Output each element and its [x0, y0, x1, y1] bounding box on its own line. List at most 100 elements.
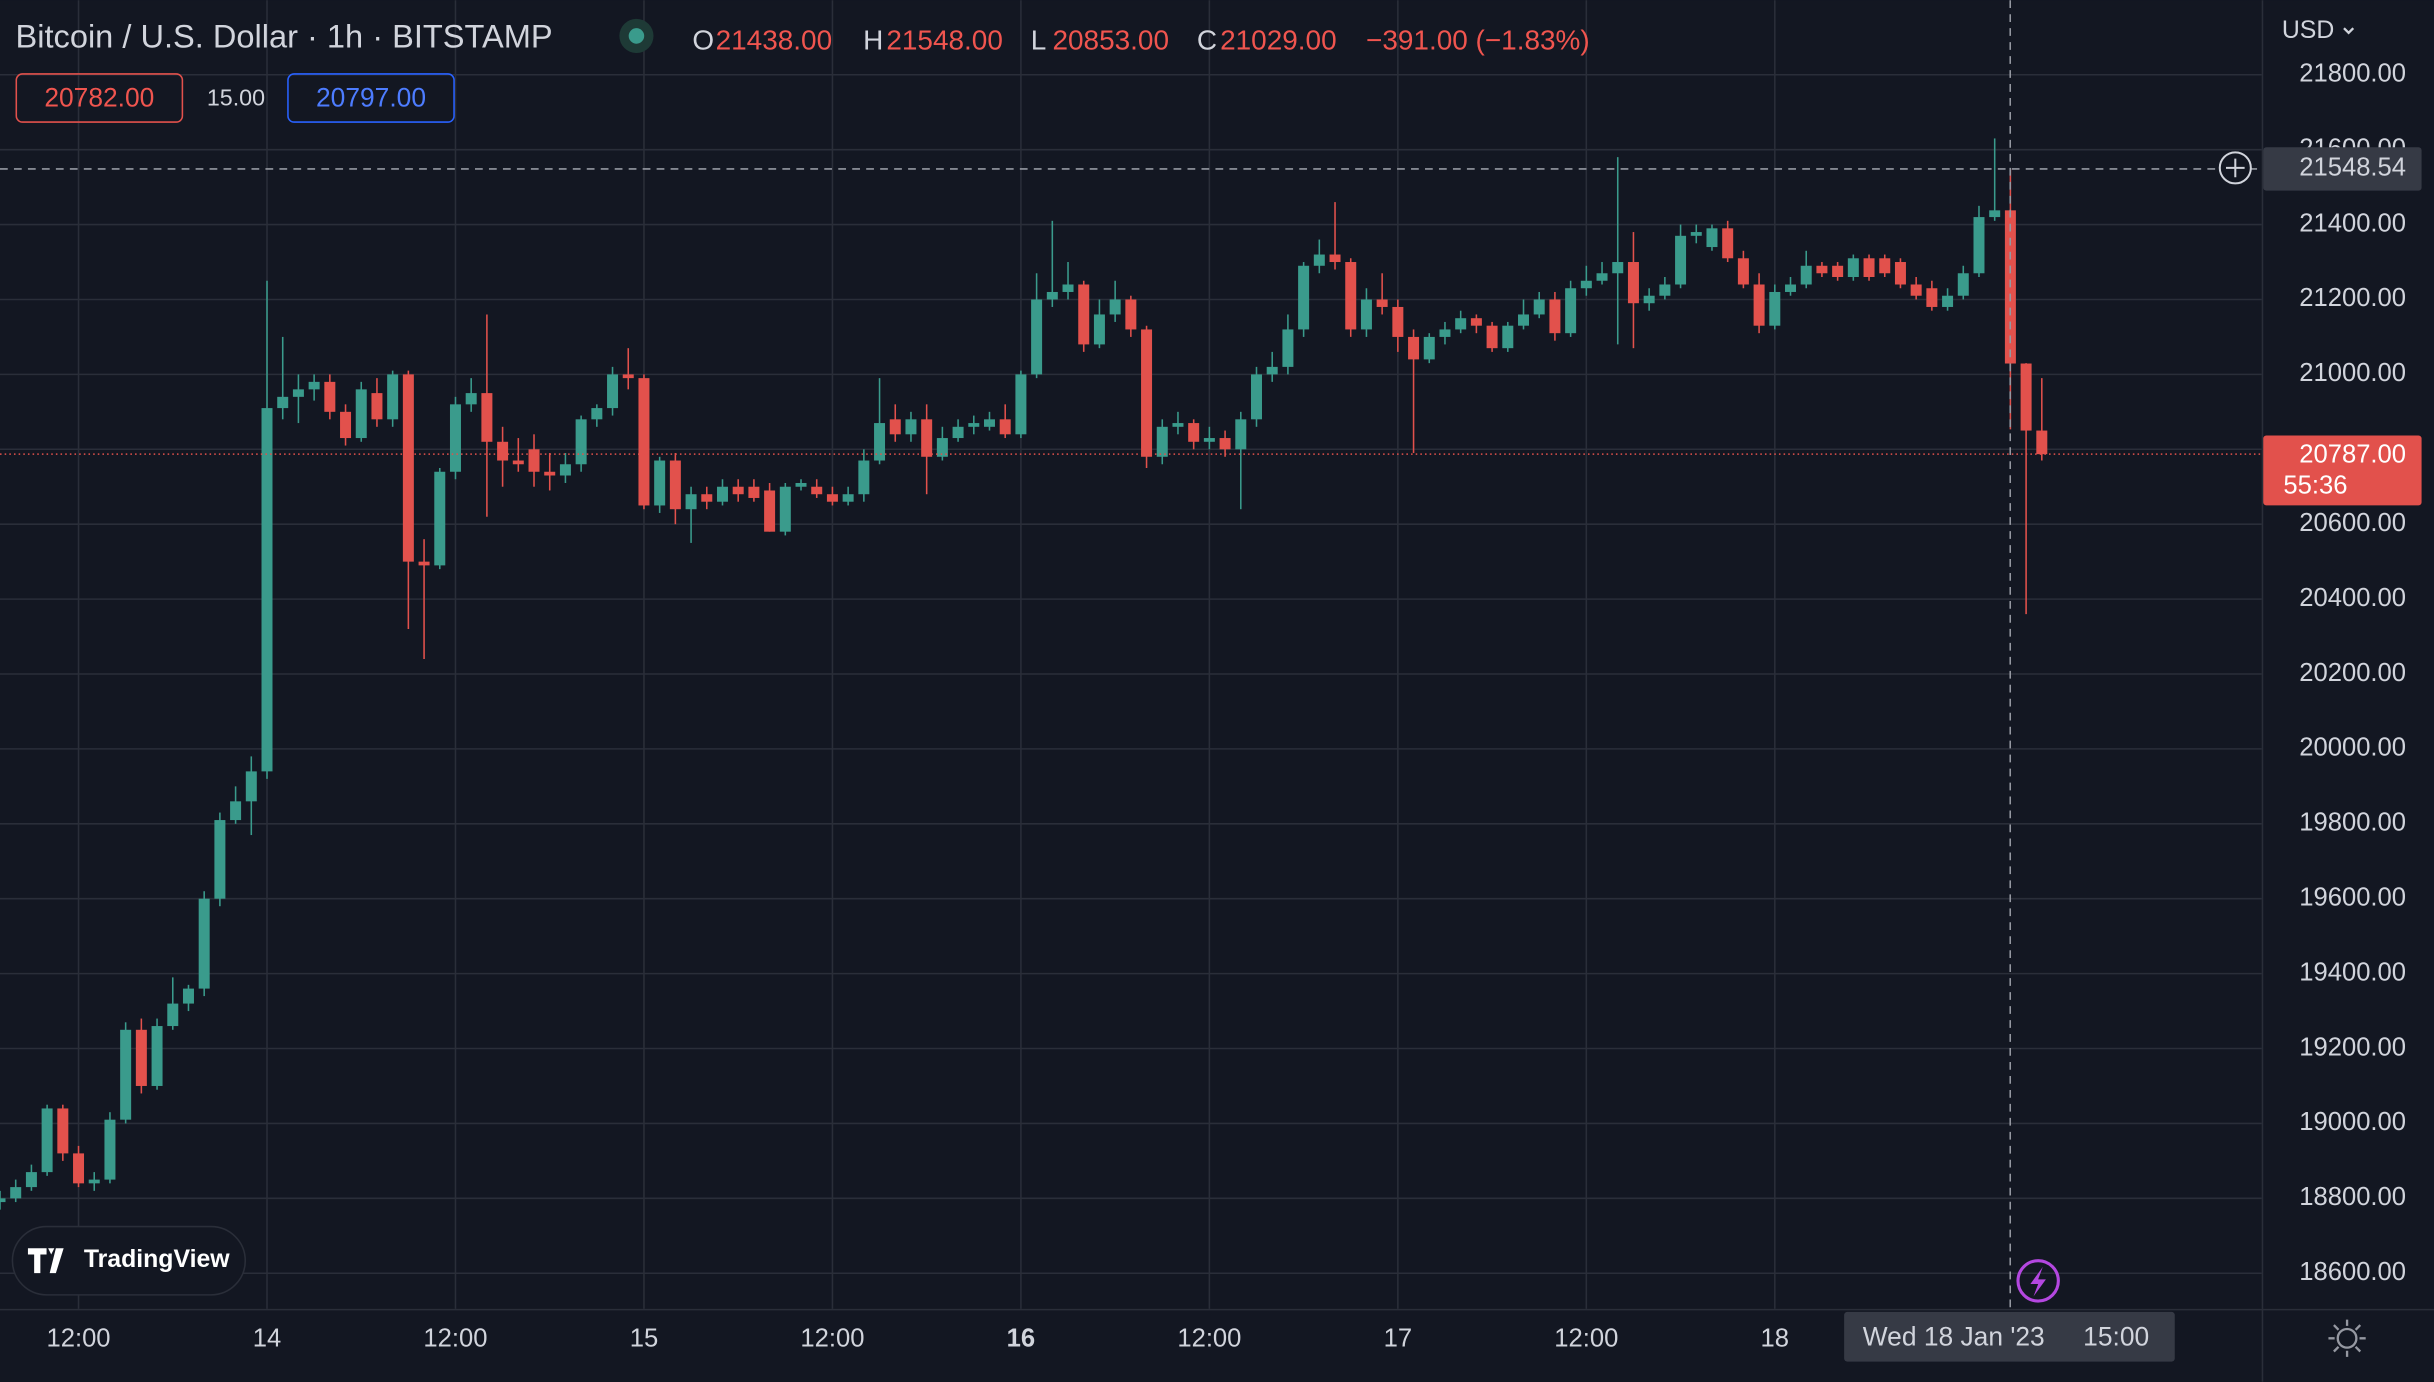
candle-body: [135, 1029, 147, 1086]
candle-body: [952, 426, 964, 439]
candle-body: [1439, 329, 1451, 337]
settings-icon[interactable]: [2336, 1327, 2358, 1349]
spread: 15.00: [207, 85, 265, 111]
candle-body: [1360, 299, 1372, 330]
candle-body: [1455, 318, 1467, 330]
candle-body: [1109, 299, 1121, 315]
candle-body: [481, 393, 493, 442]
candle-body: [497, 441, 509, 461]
currency[interactable]: USD: [2282, 17, 2334, 44]
candle-body: [57, 1108, 69, 1154]
crosshair-time: 15:00: [2083, 1321, 2149, 1351]
open-label: O: [692, 25, 714, 56]
candle-body: [418, 561, 430, 566]
candle-body: [607, 374, 619, 409]
crosshair-price-box: [2263, 147, 2422, 191]
candle-body: [858, 460, 870, 495]
candle-body: [1093, 314, 1105, 345]
candle-body: [1423, 336, 1435, 360]
candle-body: [999, 419, 1011, 435]
candle-body: [1502, 325, 1514, 349]
candle-body: [968, 423, 980, 427]
candle-body: [512, 460, 524, 465]
candle-body: [1266, 366, 1278, 375]
candle-body: [1612, 262, 1624, 274]
currency-chevron: [2343, 27, 2355, 35]
candle-body: [1879, 258, 1891, 274]
candle-body: [182, 988, 194, 1004]
candle-body: [151, 1026, 163, 1086]
x-tick-label: 16: [1007, 1325, 1036, 1353]
candle-body: [1973, 217, 1985, 274]
candle-body: [1690, 232, 1702, 236]
candle-body: [73, 1153, 85, 1184]
candle-body: [167, 1003, 179, 1027]
candle-body: [575, 419, 587, 465]
candle-body: [1172, 423, 1184, 427]
candle-body: [1894, 262, 1906, 285]
candle-body: [214, 820, 226, 899]
open-value: 21438.00: [716, 25, 833, 56]
ask-box[interactable]: [287, 73, 455, 123]
candle-body: [622, 374, 634, 379]
chart-title: Bitcoin / U.S. Dollar · 1h · BITSTAMP: [16, 18, 553, 55]
candle-body: [1392, 306, 1404, 337]
candle-body: [1659, 284, 1671, 296]
low-label: L: [1031, 25, 1047, 56]
candle-body: [0, 1198, 6, 1203]
candle-body: [434, 471, 446, 566]
logo-text[interactable]: TradingView: [84, 1246, 230, 1273]
y-tick-label: 18800.00: [2299, 1183, 2406, 1211]
x-tick-label: 14: [253, 1325, 282, 1353]
candle-body: [10, 1187, 22, 1199]
candle-body: [1580, 280, 1592, 289]
overlay: [0, 0, 2262, 1309]
candle-body: [1675, 235, 1687, 285]
candle-body: [1141, 329, 1153, 457]
settings-rays: [2328, 1319, 2366, 1357]
axis-labels: Wed 18 Jan '23 15:00 21548.54 20787.00 55:…: [1844, 147, 2422, 1362]
candle-body: [308, 381, 320, 390]
status-dot: [628, 28, 645, 44]
time-axis: 12:00 14 12:00 15 12:00 16 12:00 17 12:00 18: [46, 1325, 1789, 1353]
candle-body: [1863, 258, 1875, 278]
ask-price[interactable]: 20797.00: [316, 83, 426, 113]
candle-body: [1737, 258, 1749, 285]
last-price: 20787.00: [2299, 440, 2406, 468]
candle-body: [748, 486, 760, 498]
y-tick-label: 21800.00: [2299, 60, 2406, 88]
high-value: 21548.00: [886, 25, 1003, 56]
candle-body: [277, 396, 289, 409]
x-tick-label: 12:00: [46, 1325, 110, 1353]
candle-body: [1957, 273, 1969, 296]
candle-body: [779, 486, 791, 532]
candle-body: [1753, 284, 1765, 326]
candle-body: [1313, 254, 1325, 266]
candle-body: [449, 404, 461, 472]
x-tick-label: 18: [1761, 1325, 1789, 1353]
logo-box[interactable]: [11, 1225, 247, 1296]
candle-body: [2020, 363, 2032, 431]
candle-body: [1989, 210, 2001, 218]
candle-body: [465, 393, 477, 405]
x-tick-label: 12:00: [1177, 1325, 1241, 1353]
candle-body: [905, 419, 917, 435]
candle-body: [983, 419, 995, 427]
bid-price[interactable]: 20782.00: [44, 83, 154, 113]
bid-box[interactable]: [15, 73, 184, 123]
candle-body: [1156, 426, 1168, 457]
candle-body: [324, 381, 336, 412]
change-value: −391.00 (−1.83%): [1366, 25, 1590, 56]
last-price-box: [2263, 435, 2422, 506]
candle-body: [387, 374, 399, 420]
candle-body: [654, 460, 666, 506]
candle-body: [1549, 299, 1561, 334]
candle-body: [402, 374, 414, 562]
candle-body: [1345, 262, 1357, 330]
alert-icon[interactable]: [2016, 1259, 2060, 1303]
candle-body: [1832, 265, 1844, 278]
candle-body: [1533, 299, 1545, 315]
candle-body: [1078, 284, 1090, 345]
y-tick-label: 21400.00: [2299, 209, 2406, 237]
